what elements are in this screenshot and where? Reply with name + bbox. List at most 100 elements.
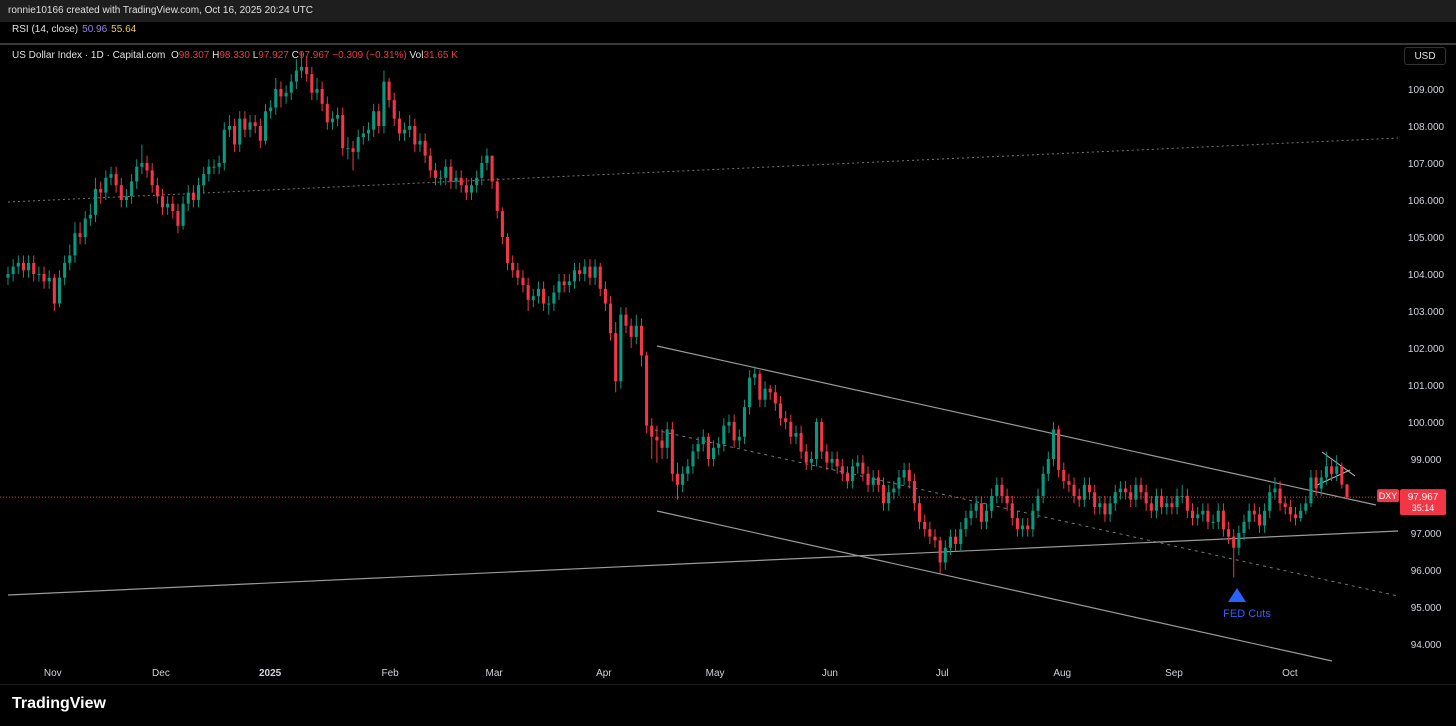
candle-body <box>83 218 87 237</box>
candle-body <box>1180 495 1184 497</box>
rsi-ma: 55.64 <box>111 24 137 35</box>
candle-body <box>27 262 31 271</box>
candle-body <box>392 100 396 119</box>
candle-body <box>196 185 201 200</box>
candle-body <box>413 126 417 145</box>
candle-body <box>969 510 973 519</box>
candle-body <box>145 163 149 171</box>
candle-body <box>583 266 587 274</box>
candle-body <box>851 466 855 482</box>
x-tick-label: 2025 <box>259 668 282 679</box>
candle-body <box>815 421 819 459</box>
candle-body <box>912 481 916 504</box>
candle-body <box>552 292 556 304</box>
trend-line <box>656 345 1377 506</box>
candle-body <box>820 421 824 452</box>
candle-body <box>1154 495 1159 511</box>
countdown: 35:14 <box>1412 503 1435 513</box>
candle-body <box>650 425 654 437</box>
candle-body <box>444 166 448 178</box>
candle-body <box>1026 525 1030 530</box>
candle-body <box>1036 495 1040 511</box>
candle-body <box>63 262 67 278</box>
y-tick-label: 105.000 <box>1408 233 1445 244</box>
candle-body <box>964 518 968 530</box>
o-value: 98.307 <box>178 50 210 61</box>
candle-body <box>1185 495 1189 511</box>
candle-body <box>619 314 623 382</box>
candle-body <box>1221 510 1225 530</box>
candle-body <box>114 174 118 186</box>
h-value: 98.330 <box>219 50 250 61</box>
candle-body <box>1283 503 1287 508</box>
candle-body <box>1057 429 1061 471</box>
candle-body <box>557 281 561 293</box>
candle-body <box>1082 484 1086 500</box>
candle-body <box>578 270 582 274</box>
logo: TradingView <box>12 695 106 712</box>
candle-body <box>454 177 458 182</box>
y-tick-label: 104.000 <box>1408 270 1445 281</box>
candle-body <box>1000 484 1004 496</box>
x-tick-label: Dec <box>152 668 170 679</box>
candle-body <box>614 333 618 382</box>
candle-body <box>356 137 360 152</box>
candle-body <box>279 89 283 97</box>
candle-body <box>758 373 762 400</box>
candle-body <box>1196 514 1200 519</box>
trend-line <box>1321 451 1356 477</box>
candle-body <box>660 440 664 448</box>
candle-body <box>263 111 268 141</box>
candle-body <box>948 536 952 548</box>
candle-body <box>449 166 453 182</box>
candle-body <box>475 177 479 186</box>
candle-body <box>696 444 700 452</box>
candle-body <box>88 214 92 219</box>
x-tick-label: Mar <box>486 668 504 679</box>
candle-body <box>979 503 983 522</box>
y-tick-label: 94.000 <box>1411 640 1442 651</box>
candle-body <box>1093 492 1097 508</box>
candle-body <box>191 192 195 200</box>
y-tick-label: 100.000 <box>1408 418 1445 429</box>
candle-body <box>1190 510 1195 519</box>
candle-body <box>1319 477 1323 489</box>
candle-body <box>531 296 535 300</box>
candle-body <box>160 196 165 208</box>
candle-body <box>1330 466 1334 474</box>
candle-body <box>670 429 674 474</box>
x-tick-label: Apr <box>596 668 612 679</box>
candle-body <box>284 92 288 97</box>
candle-body <box>1113 492 1117 504</box>
candle-body <box>892 488 896 493</box>
candle-body <box>984 510 989 522</box>
x-tick-label: Jul <box>936 668 949 679</box>
candle-body <box>1299 510 1303 519</box>
annotation-arrow <box>1228 588 1246 602</box>
y-tick-label: 95.000 <box>1411 603 1442 614</box>
candle-body <box>809 458 813 463</box>
candle-body <box>542 288 546 304</box>
candle-body <box>469 185 474 193</box>
currency-button[interactable]: USD <box>1404 47 1446 65</box>
candle-body <box>289 81 293 93</box>
candle-body <box>1139 484 1143 493</box>
candle-body <box>588 266 592 278</box>
candle-body <box>918 503 922 522</box>
candle-body <box>928 529 932 537</box>
candle-body <box>1314 477 1318 489</box>
y-tick-label: 96.000 <box>1411 566 1442 577</box>
candle-body <box>609 303 613 334</box>
candle-body <box>464 185 468 193</box>
candle-body <box>830 458 834 463</box>
candle-body <box>1211 521 1215 523</box>
y-tick-label: 109.000 <box>1408 85 1445 96</box>
candle-body <box>299 66 304 71</box>
candle-body <box>1206 510 1210 522</box>
candle-body <box>408 126 412 130</box>
candle-body <box>366 129 371 134</box>
symbol: US Dollar Index · 1D · Capital.com <box>12 50 166 61</box>
candle-body <box>176 211 180 226</box>
candle-body <box>701 436 705 445</box>
candle-body <box>995 484 999 496</box>
